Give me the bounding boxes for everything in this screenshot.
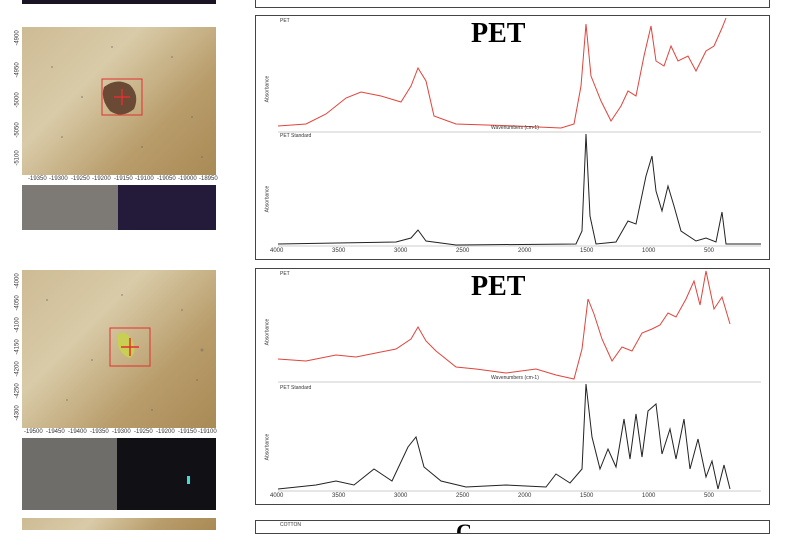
spectrum-1-x-ticks: 4000 3500 3000 2500 2000 1500 1000 500 bbox=[270, 248, 715, 254]
panel-1-title: PET bbox=[471, 18, 526, 49]
panel-3-title: C bbox=[456, 520, 472, 534]
sample-label-1: PET bbox=[280, 18, 290, 24]
sample-label-2: PET bbox=[280, 271, 290, 277]
top-thumbnail-strip bbox=[22, 0, 216, 4]
x-axis-label-1a: Wavenumbers (cm-1) bbox=[491, 125, 539, 131]
y-axis-label-2b: Absorbance bbox=[264, 433, 271, 461]
sample-label-3: COTTON bbox=[280, 522, 302, 528]
spectrum-2-svg bbox=[277, 270, 761, 492]
micrograph-1 bbox=[22, 27, 216, 175]
micrograph-1-texture bbox=[51, 46, 203, 158]
fluorescent-spot-2 bbox=[187, 476, 190, 484]
standard-label-2: PET Standard bbox=[280, 385, 312, 391]
standard-spectrum-2 bbox=[277, 383, 731, 490]
micrograph-2-y-ticks: -4000 -4050 -4100 -4150 -4200 -4250 -430… bbox=[14, 273, 21, 421]
x-axis-label-2a: Wavenumbers (cm-1) bbox=[491, 375, 539, 381]
spectrum-panel-2: PET PET PET Standard Absorbance Absorban… bbox=[255, 268, 770, 505]
y-axis-label-1a: Absorbance bbox=[264, 75, 271, 103]
micrograph-2-x-ticks: -19500 -19450 -19400 -19350 -19300 -1925… bbox=[24, 429, 217, 435]
y-axis-label-1b: Absorbance bbox=[264, 185, 271, 213]
particle-1 bbox=[102, 81, 137, 115]
micrograph-3-partial bbox=[22, 518, 216, 530]
spectrum-panel-3-partial: COTTON C bbox=[255, 520, 770, 534]
spectrum-panel-1: PET PET PET Standard Absorbance Absorban… bbox=[255, 15, 770, 260]
thumbnail-2-brightfield bbox=[22, 438, 117, 510]
spectrum-1-svg bbox=[277, 17, 761, 247]
sample-spectrum-2 bbox=[277, 270, 731, 380]
top-partial-spectrum bbox=[255, 0, 770, 8]
standard-spectrum-1 bbox=[277, 133, 761, 246]
selection-box-2 bbox=[109, 327, 151, 367]
micrograph-2-texture bbox=[46, 294, 204, 411]
panel-2-title: PET bbox=[471, 271, 526, 302]
y-axis-label-2a: Absorbance bbox=[264, 318, 271, 346]
micrograph-2 bbox=[22, 270, 216, 428]
particle-2 bbox=[118, 332, 135, 358]
micrograph-1-y-ticks: -4900 -4950 -5000 -5050 -5100 bbox=[14, 30, 21, 166]
standard-label-1: PET Standard bbox=[280, 133, 312, 139]
spectrum-2-x-ticks: 4000 3500 3000 2500 2000 1500 1000 500 bbox=[270, 493, 715, 499]
selection-box-1 bbox=[101, 78, 143, 116]
thumbnail-2-fluorescence bbox=[117, 438, 216, 510]
micrograph-1-x-ticks: -19350 -19300 -19250 -19200 -19150 -1910… bbox=[28, 176, 218, 182]
thumbnail-1-brightfield bbox=[22, 185, 118, 230]
sample-spectrum-1 bbox=[277, 17, 727, 129]
thumbnail-1-fluorescence bbox=[118, 185, 216, 230]
